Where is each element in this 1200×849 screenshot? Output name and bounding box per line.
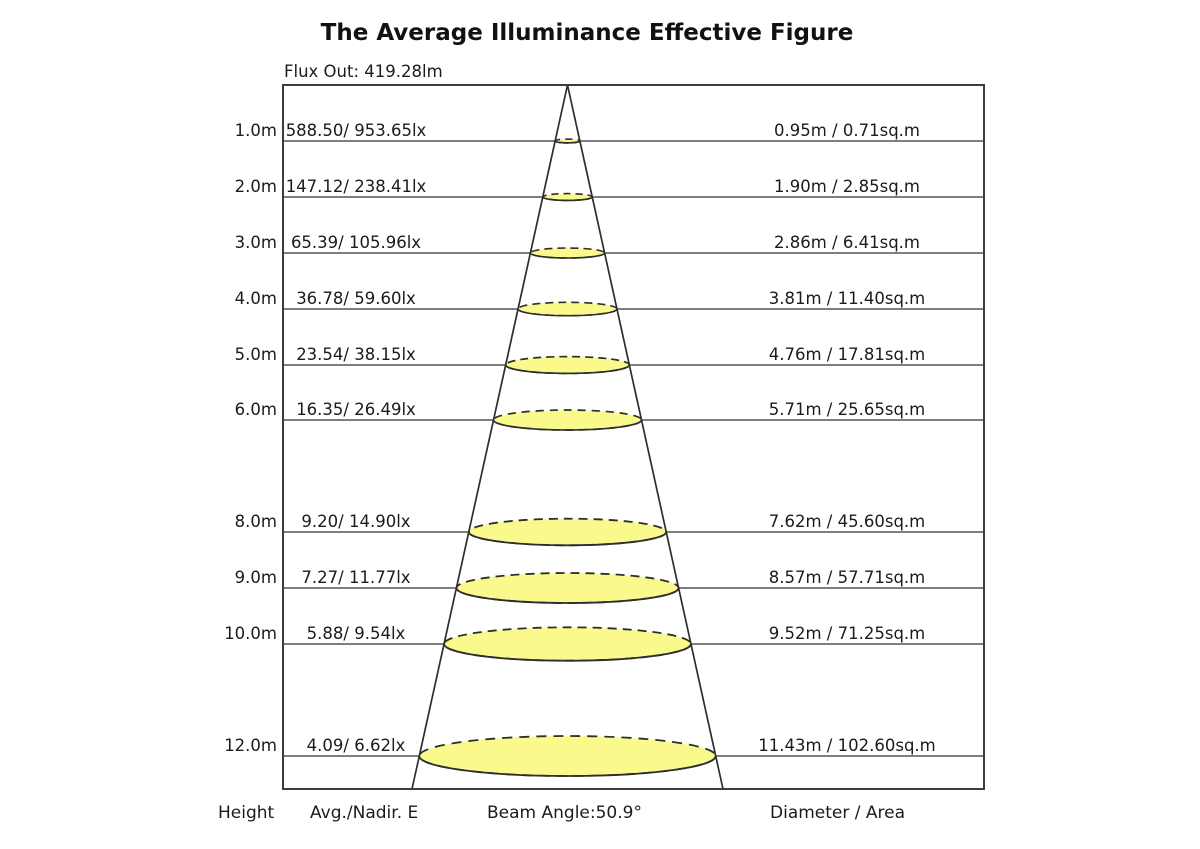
height-label: 12.0m	[224, 736, 277, 755]
height-label: 4.0m	[235, 289, 277, 308]
illuminance-value: 7.27/ 11.77lx	[301, 568, 410, 587]
beam-ellipse	[517, 301, 618, 317]
beam-edge-right-line	[566, 84, 724, 790]
beam-row: 8.0m 9.20/ 14.90lx 7.62m / 45.60sq.m	[235, 512, 926, 531]
figure-title: The Average Illuminance Effective Figure	[321, 20, 854, 46]
illuminance-value: 5.88/ 9.54lx	[307, 624, 406, 643]
row-labels: 1.0m 588.50/ 953.65lx 0.95m / 0.71sq.m 2…	[224, 121, 936, 755]
diameter-area-value: 2.86m / 6.41sq.m	[774, 233, 920, 252]
height-label: 5.0m	[235, 345, 277, 364]
beam-ellipse	[443, 626, 692, 662]
height-label: 8.0m	[235, 512, 277, 531]
beam-ellipse	[554, 138, 581, 144]
beam-ellipse	[455, 572, 680, 604]
beam-ellipse	[418, 735, 717, 777]
height-label: 10.0m	[224, 624, 277, 643]
diameter-area-value: 3.81m / 11.40sq.m	[769, 289, 925, 308]
beam-row: 1.0m 588.50/ 953.65lx 0.95m / 0.71sq.m	[235, 121, 920, 140]
height-label: 6.0m	[235, 400, 277, 419]
diagram-frame	[282, 84, 985, 790]
diameter-area-value: 0.95m / 0.71sq.m	[774, 121, 920, 140]
illuminance-value: 23.54/ 38.15lx	[296, 345, 416, 364]
footer-height-label: Height	[218, 803, 275, 823]
flux-out-label: Flux Out: 419.28lm	[284, 62, 443, 81]
illuminance-value: 4.09/ 6.62lx	[307, 736, 406, 755]
illuminance-value: 588.50/ 953.65lx	[286, 121, 427, 140]
diameter-area-value: 8.57m / 57.71sq.m	[769, 568, 925, 587]
illuminance-value: 16.35/ 26.49lx	[296, 400, 416, 419]
beam-ellipse	[504, 355, 631, 375]
height-label: 3.0m	[235, 233, 277, 252]
beam-row: 3.0m 65.39/ 105.96lx 2.86m / 6.41sq.m	[235, 233, 920, 252]
diameter-area-value: 5.71m / 25.65sq.m	[769, 400, 925, 419]
footer-beam-angle-label: Beam Angle:50.9°	[487, 803, 642, 823]
beam-row: 5.0m 23.54/ 38.15lx 4.76m / 17.81sq.m	[235, 345, 926, 364]
diameter-area-value: 9.52m / 71.25sq.m	[769, 624, 925, 643]
beam-row: 2.0m 147.12/ 238.41lx 1.90m / 2.85sq.m	[235, 177, 920, 196]
beam-row: 9.0m 7.27/ 11.77lx 8.57m / 57.71sq.m	[235, 568, 926, 587]
illuminance-value: 36.78/ 59.60lx	[296, 289, 416, 308]
illuminance-value: 9.20/ 14.90lx	[301, 512, 410, 531]
illuminance-value: 65.39/ 105.96lx	[291, 233, 421, 252]
beam-ellipse	[541, 192, 593, 202]
beam-ellipse	[529, 247, 606, 259]
beam-row: 10.0m 5.88/ 9.54lx 9.52m / 71.25sq.m	[224, 624, 925, 643]
illuminance-value: 147.12/ 238.41lx	[286, 177, 427, 196]
diameter-area-value: 11.43m / 102.60sq.m	[758, 736, 935, 755]
footer-avg-nadir-label: Avg./Nadir. E	[310, 803, 418, 823]
beam-ellipses	[418, 138, 717, 777]
beam-row: 12.0m 4.09/ 6.62lx 11.43m / 102.60sq.m	[224, 736, 936, 755]
beam-ellipse	[492, 409, 643, 431]
footer-diameter-area-label: Diameter / Area	[770, 803, 905, 823]
diameter-area-value: 4.76m / 17.81sq.m	[769, 345, 925, 364]
footer-labels: Height Avg./Nadir. E Beam Angle:50.9° Di…	[218, 803, 905, 823]
beam-row: 6.0m 16.35/ 26.49lx 5.71m / 25.65sq.m	[235, 400, 926, 419]
height-label: 9.0m	[235, 568, 277, 587]
diameter-area-value: 7.62m / 45.60sq.m	[769, 512, 925, 531]
beam-edge-left-line	[411, 84, 569, 790]
beam-row: 4.0m 36.78/ 59.60lx 3.81m / 11.40sq.m	[235, 289, 926, 308]
diameter-area-value: 1.90m / 2.85sq.m	[774, 177, 920, 196]
beam-ellipse	[467, 517, 668, 547]
height-label: 1.0m	[235, 121, 277, 140]
height-label: 2.0m	[235, 177, 277, 196]
